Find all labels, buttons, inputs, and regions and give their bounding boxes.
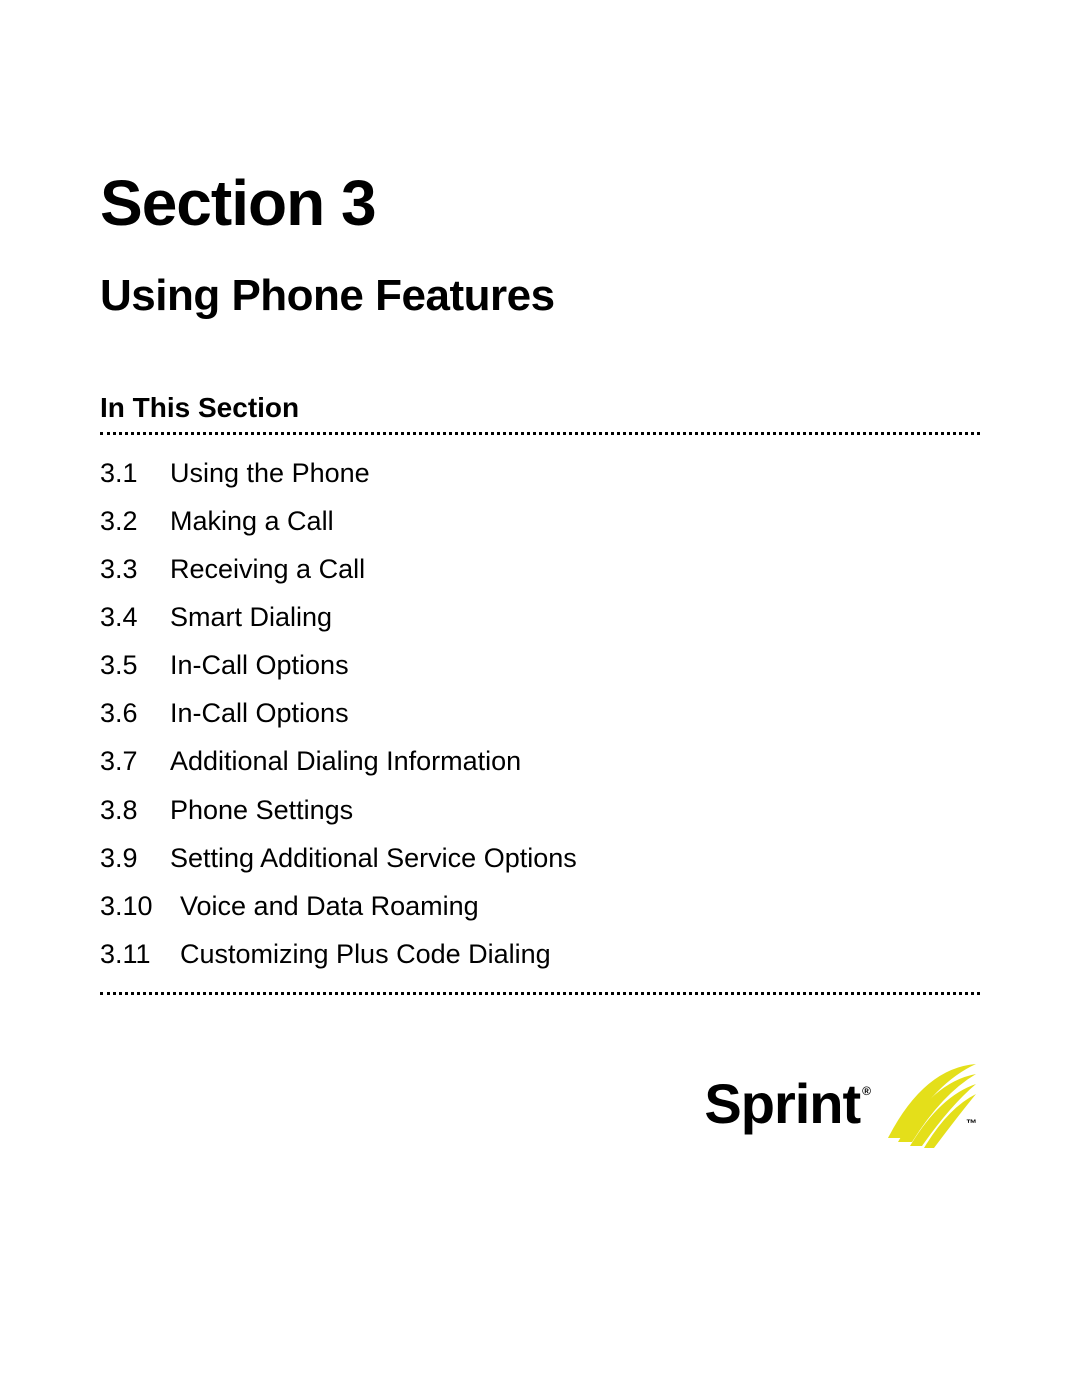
toc-number: 3.11 [100,930,180,978]
toc-title: Additional Dialing Information [170,737,521,785]
toc-title: Phone Settings [170,786,353,834]
toc-title: Setting Additional Service Options [170,834,577,882]
toc-title: Smart Dialing [170,593,332,641]
toc-row: 3.1 Using the Phone [100,449,980,497]
toc-number: 3.1 [100,449,170,497]
toc-title: Receiving a Call [170,545,365,593]
sprint-logo: Sprint®™ [704,1060,980,1148]
toc-title: Using the Phone [170,449,370,497]
toc-number: 3.4 [100,593,170,641]
toc-row: 3.7 Additional Dialing Information [100,737,980,785]
toc-title: Voice and Data Roaming [180,882,479,930]
toc-row: 3.10 Voice and Data Roaming [100,882,980,930]
section-title: Using Phone Features [100,273,980,319]
toc-row: 3.8 Phone Settings [100,786,980,834]
toc-title: In-Call Options [170,689,349,737]
toc-number: 3.7 [100,737,170,785]
toc-row: 3.3 Receiving a Call [100,545,980,593]
toc-row: 3.9 Setting Additional Service Options [100,834,980,882]
toc-row: 3.11 Customizing Plus Code Dialing [100,930,980,978]
dotted-rule-top [100,432,980,435]
toc-number: 3.10 [100,882,180,930]
toc-number: 3.9 [100,834,170,882]
toc-number: 3.5 [100,641,170,689]
toc-row: 3.4 Smart Dialing [100,593,980,641]
toc-list: 3.1 Using the Phone 3.2 Making a Call 3.… [100,449,980,978]
trademark-icon: ™ [966,1119,976,1130]
in-this-section-heading: In This Section [100,393,980,424]
sprint-wing-icon [884,1060,980,1148]
dotted-rule-bottom [100,992,980,995]
toc-row: 3.6 In-Call Options [100,689,980,737]
toc-title: In-Call Options [170,641,349,689]
page: Section 3 Using Phone Features In This S… [0,0,1080,1397]
toc-number: 3.2 [100,497,170,545]
registered-icon: ® [862,1084,870,1098]
toc-number: 3.3 [100,545,170,593]
toc-number: 3.8 [100,786,170,834]
toc-title: Customizing Plus Code Dialing [180,930,551,978]
sprint-logo-text: Sprint®™ [704,1076,868,1132]
toc-title: Making a Call [170,497,334,545]
toc-row: 3.5 In-Call Options [100,641,980,689]
section-heading: Section 3 [100,170,980,237]
toc-row: 3.2 Making a Call [100,497,980,545]
toc-number: 3.6 [100,689,170,737]
